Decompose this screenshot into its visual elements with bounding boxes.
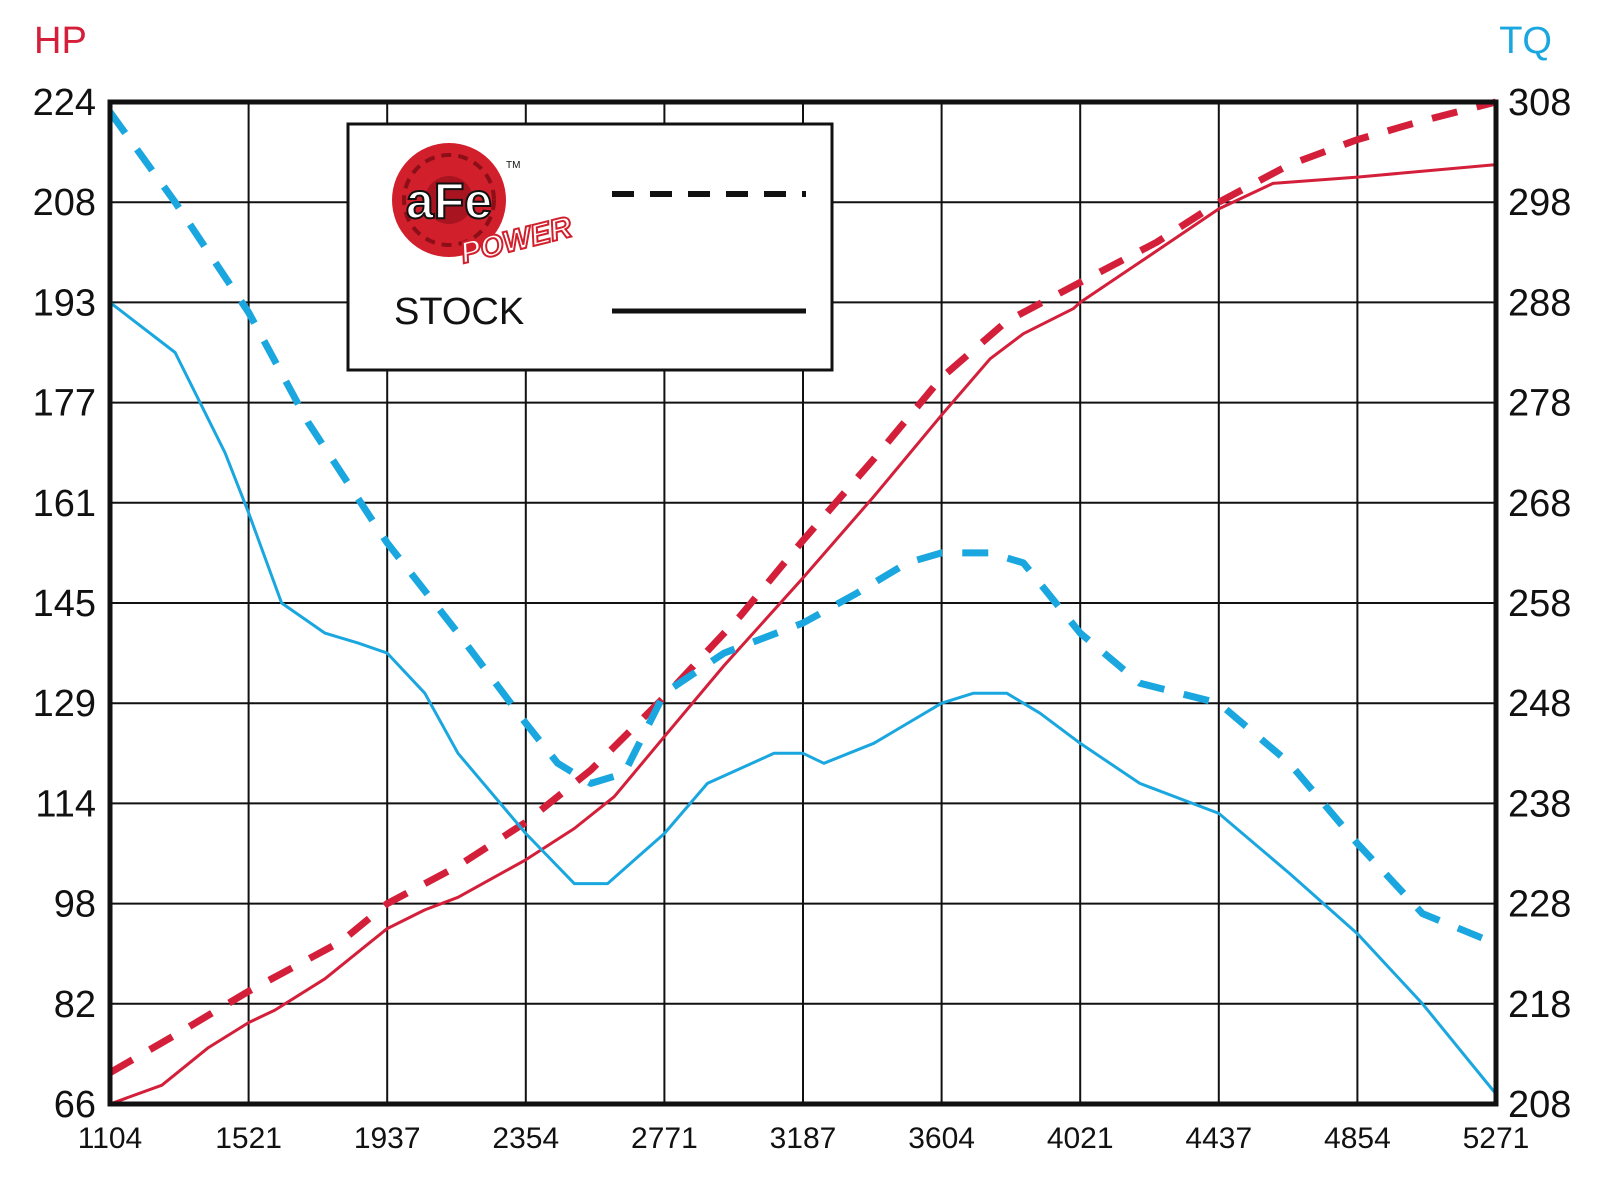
x-tick-label: 2354 xyxy=(492,1122,559,1155)
right-tick-label: 298 xyxy=(1508,182,1571,224)
left-axis-ticks: 66 82 98 114 129 145 161 177 193 208 224 xyxy=(33,82,96,1126)
left-tick-label: 82 xyxy=(54,984,96,1026)
right-tick-label: 288 xyxy=(1508,282,1571,324)
x-axis-ticks: 1104 1521 1937 2354 2771 3187 3604 4021 4437 4854… xyxy=(78,1122,1530,1155)
left-tick-label: 177 xyxy=(33,383,96,425)
x-tick-label: 1937 xyxy=(354,1122,421,1155)
left-tick-label: 161 xyxy=(33,483,96,525)
logo-shutter-icon xyxy=(402,153,496,247)
right-tick-label: 208 xyxy=(1508,1084,1571,1126)
series-lines xyxy=(107,98,1498,1106)
tq-stock-line xyxy=(109,301,1498,1095)
right-tick-label: 218 xyxy=(1508,984,1571,1026)
right-tick-label: 268 xyxy=(1508,483,1571,525)
tq-afe-power-line xyxy=(107,109,1498,947)
right-axis-ticks: 208 218 228 238 248 258 268 278 288 298 308 xyxy=(1508,82,1571,1126)
right-tick-label: 238 xyxy=(1508,783,1571,825)
x-tick-label: 2771 xyxy=(631,1122,698,1155)
x-tick-label: 4437 xyxy=(1185,1122,1252,1155)
logo-inner-icon xyxy=(425,176,473,224)
left-tick-label: 114 xyxy=(35,783,96,825)
x-tick-label: 1521 xyxy=(215,1122,282,1155)
legend-label-stock: STOCK xyxy=(394,291,524,333)
left-tick-label: 98 xyxy=(54,884,96,926)
right-axis-title: TQ xyxy=(1499,20,1552,62)
left-tick-label: 145 xyxy=(33,583,96,625)
legend: aFe POWER TM STOCK xyxy=(346,122,834,372)
left-tick-label: 66 xyxy=(54,1084,96,1126)
left-tick-label: 208 xyxy=(33,182,96,224)
left-axis-title: HP xyxy=(34,20,87,62)
left-tick-label: 129 xyxy=(33,683,96,725)
hp-stock-line xyxy=(109,163,1497,1106)
logo-trademark: TM xyxy=(506,160,520,171)
right-tick-label: 278 xyxy=(1508,383,1571,425)
logo-text: aFe xyxy=(406,173,492,229)
x-tick-label: 1104 xyxy=(78,1122,143,1155)
right-tick-label: 258 xyxy=(1508,583,1571,625)
hp-afe-power-line xyxy=(108,98,1497,1076)
x-tick-label: 3604 xyxy=(908,1122,975,1155)
left-tick-label: 193 xyxy=(33,282,96,324)
right-tick-label: 228 xyxy=(1508,884,1571,926)
right-tick-label: 248 xyxy=(1508,683,1571,725)
left-tick-label: 224 xyxy=(33,82,96,124)
x-tick-label: 3187 xyxy=(770,1122,837,1155)
right-tick-label: 308 xyxy=(1508,82,1571,124)
plot-frame xyxy=(107,99,1499,1107)
x-tick-label: 4854 xyxy=(1324,1122,1391,1155)
x-tick-label: 4021 xyxy=(1047,1122,1114,1155)
x-tick-label: 5271 xyxy=(1463,1122,1530,1155)
